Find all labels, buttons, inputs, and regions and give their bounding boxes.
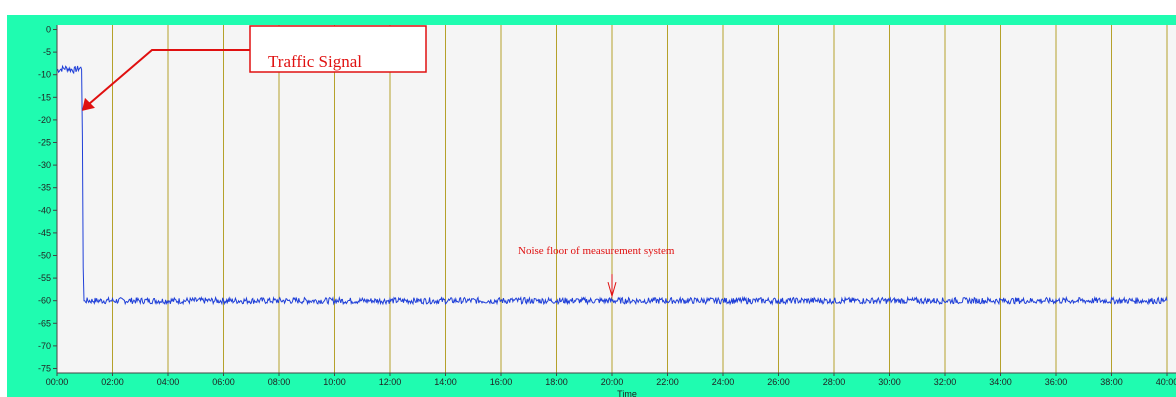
x-tick-label: 16:00 [490, 377, 513, 387]
x-tick-label: 02:00 [101, 377, 124, 387]
y-tick-label: -70 [38, 341, 51, 351]
x-tick-label: 40:00 [1156, 377, 1176, 387]
x-tick-label: 14:00 [434, 377, 457, 387]
y-tick-label: -25 [38, 138, 51, 148]
y-tick-label: -5 [43, 47, 51, 57]
x-tick-label: 36:00 [1045, 377, 1068, 387]
x-tick-label: 34:00 [989, 377, 1012, 387]
y-tick-label: -45 [38, 228, 51, 238]
x-tick-label: 10:00 [323, 377, 346, 387]
x-tick-label: 22:00 [656, 377, 679, 387]
x-tick-label: 08:00 [268, 377, 291, 387]
chart-svg: 0 -5 -10 -15 -20 -25 -30 -35 -40 -45 -50 -55 -60 -65 -… [38, 25, 1176, 397]
series-line [56, 64, 1168, 306]
y-tick-label: -55 [38, 273, 51, 283]
x-tick-label: 32:00 [934, 377, 957, 387]
x-tick-label: 26:00 [767, 377, 790, 387]
x-tick-label: 00:00 [46, 377, 69, 387]
traffic-signal-arrow-line [87, 49, 250, 106]
y-tick-label: 0 [46, 25, 51, 35]
y-axis: 0 -5 -10 -15 -20 -25 -30 -35 -40 -45 -50 -55 -60 -65 -… [38, 25, 58, 373]
plot-area-group [56, 25, 1176, 373]
annotations: Traffic Signal Noise floor of measuremen… [81, 25, 675, 298]
chart-frame: 0 -5 -10 -15 -20 -25 -30 -35 -40 -45 -50 -55 -60 -65 -… [7, 15, 1176, 397]
y-tick-label: -20 [38, 115, 51, 125]
plot-background [57, 25, 1176, 373]
noise-floor-annotation-text: Noise floor of measurement system [518, 245, 675, 257]
noise-floor-arrow [607, 274, 617, 298]
y-tick-label: -75 [38, 363, 51, 373]
traffic-signal-annotation-text: Traffic Signal [268, 52, 362, 71]
x-axis: 00:00 02:00 04:00 06:00 08:00 10:00 12:00 14:00… [46, 372, 1176, 387]
traffic-signal-annotation-box [249, 25, 427, 73]
traffic-signal-arrow-head [81, 97, 95, 111]
x-axis-title: Time [617, 389, 637, 397]
y-tick-label: -10 [38, 70, 51, 80]
x-tick-label: 20:00 [601, 377, 624, 387]
x-tick-label: 38:00 [1100, 377, 1123, 387]
y-tick-label: -60 [38, 296, 51, 306]
y-tick-label: -50 [38, 250, 51, 260]
y-tick-label: -65 [38, 318, 51, 328]
x-tick-label: 06:00 [212, 377, 235, 387]
x-tick-label: 12:00 [379, 377, 402, 387]
x-tick-label: 18:00 [545, 377, 568, 387]
x-tick-label: 28:00 [823, 377, 846, 387]
x-tick-label: 04:00 [157, 377, 180, 387]
y-tick-label: -30 [38, 160, 51, 170]
x-tick-label: 30:00 [878, 377, 901, 387]
y-tick-label: -40 [38, 205, 51, 215]
x-tick-label: 24:00 [712, 377, 735, 387]
y-tick-label: -35 [38, 183, 51, 193]
y-tick-label: -15 [38, 92, 51, 102]
